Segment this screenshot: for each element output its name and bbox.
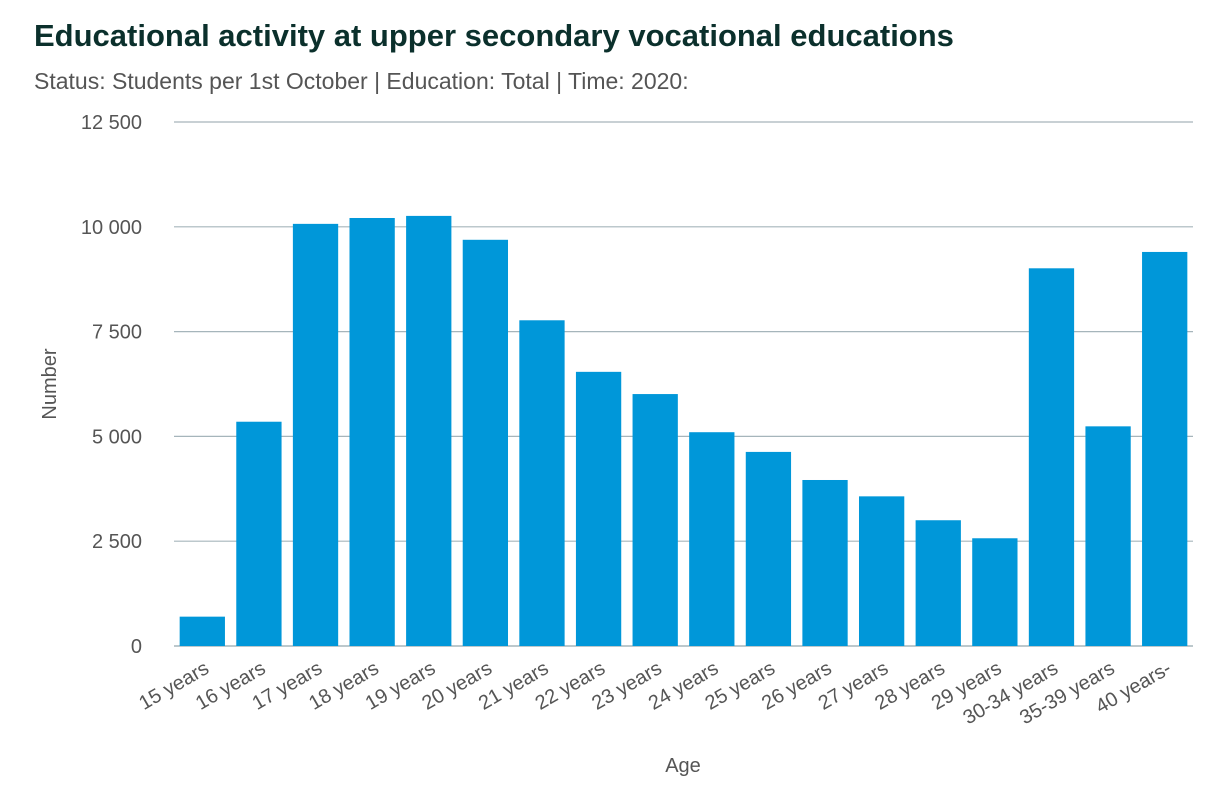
bars xyxy=(179,215,1188,646)
y-tick-label: 5 000 xyxy=(92,426,142,448)
bar-23-years[interactable] xyxy=(632,394,678,646)
chart-title: Educational activity at upper secondary … xyxy=(34,18,954,53)
x-axis-title: Age xyxy=(665,755,701,777)
bar-25-years[interactable] xyxy=(745,451,792,646)
bar-26-years[interactable] xyxy=(802,479,848,646)
bar-21-years[interactable] xyxy=(519,320,565,646)
bar-27-years[interactable] xyxy=(858,496,905,646)
bar-30-34-years[interactable] xyxy=(1028,268,1075,646)
bar-15-years[interactable] xyxy=(179,616,225,646)
y-tick-label: 0 xyxy=(131,636,142,658)
bar-20-years[interactable] xyxy=(462,239,509,646)
bar-35-39-years[interactable] xyxy=(1085,426,1131,646)
bar-28-years[interactable] xyxy=(915,520,961,646)
y-tick-label: 10 000 xyxy=(81,217,142,239)
bar-19-years[interactable] xyxy=(406,215,452,646)
chart-subtitle: Status: Students per 1st October | Educa… xyxy=(34,68,689,94)
bar-24-years[interactable] xyxy=(689,432,735,646)
y-tick-label: 7 500 xyxy=(92,322,142,344)
y-tick-label: 12 500 xyxy=(81,112,142,134)
bar-16-years[interactable] xyxy=(236,421,282,646)
gridlines xyxy=(174,121,1193,647)
bar-17-years[interactable] xyxy=(292,223,339,646)
bar-29-years[interactable] xyxy=(972,538,1018,646)
y-axis-ticks: 0 2 500 5 000 7 500 10 000 12 500 xyxy=(81,112,142,658)
y-axis-title: Number xyxy=(39,348,61,419)
bar-22-years[interactable] xyxy=(575,371,622,646)
bar-40-years[interactable] xyxy=(1142,251,1188,646)
bar-18-years[interactable] xyxy=(349,217,395,646)
y-tick-label: 2 500 xyxy=(92,531,142,553)
